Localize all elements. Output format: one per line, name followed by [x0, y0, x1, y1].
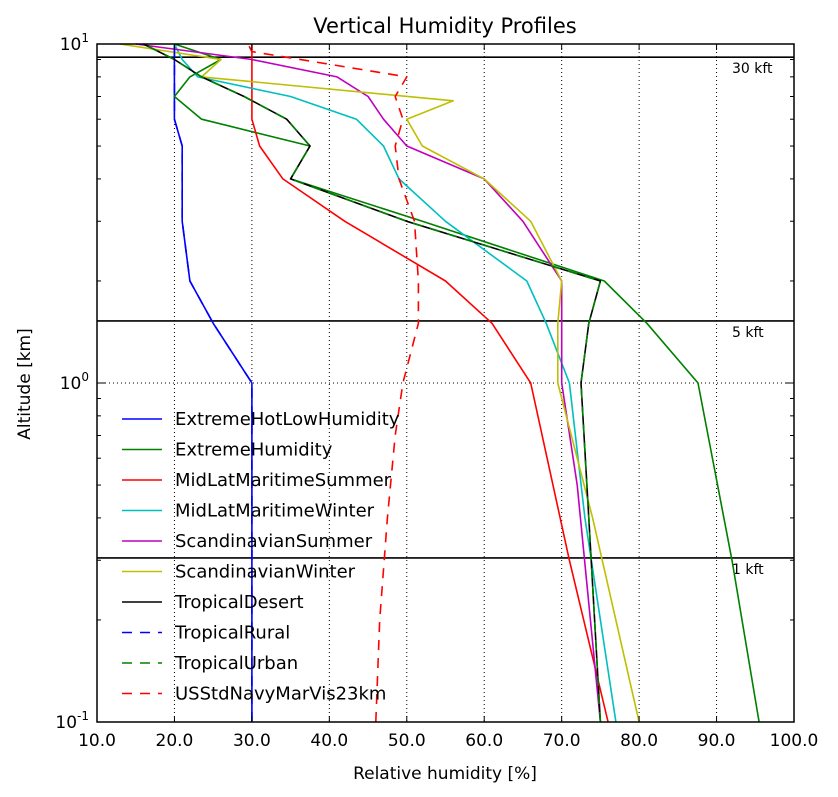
series-line — [251, 44, 609, 723]
legend-label: ScandinavianSummer — [175, 531, 373, 552]
x-axis-label: Relative humidity [%] — [353, 764, 537, 784]
legend-label: ExtremeHumidity — [175, 440, 333, 461]
legend-label: USStdNavyMarVis23km — [175, 684, 386, 705]
axis-ticks: 10.0 20.0 30.0 40.0 50.0 60.0 70.0 80.0 90.0 100.… — [55, 31, 818, 751]
x-tick-label: 90.0 — [698, 731, 736, 751]
series-line — [247, 43, 420, 723]
x-tick-label: 10.0 — [78, 731, 116, 751]
x-tick-label: 50.0 — [388, 731, 426, 751]
legend-label: TropicalUrban — [174, 653, 298, 674]
reference-line-label: 5 kft — [732, 325, 764, 341]
x-tick-label: 100.0 — [770, 731, 819, 751]
reference-line-label: 1 kft — [732, 562, 764, 578]
reference-line-label: 30 kft — [732, 61, 773, 77]
legend: ExtremeHotLowHumidity ExtremeHumidity MidL… — [122, 409, 400, 705]
x-tick-label: 20.0 — [156, 731, 194, 751]
legend-label: MidLatMaritimeSummer — [175, 470, 392, 491]
x-tick-label: 60.0 — [465, 731, 503, 751]
chart-title: Vertical Humidity Profiles — [313, 14, 576, 38]
legend-label: TropicalDesert — [174, 592, 304, 613]
legend-label: ExtremeHotLowHumidity — [175, 409, 400, 430]
legend-label: TropicalRural — [174, 623, 290, 644]
plot-area — [120, 43, 760, 723]
x-tick-label: 80.0 — [620, 731, 658, 751]
x-tick-label: 40.0 — [310, 731, 348, 751]
x-tick-label: 70.0 — [543, 731, 581, 751]
y-tick-label: 101 — [60, 31, 89, 55]
legend-label: ScandinavianWinter — [175, 562, 356, 583]
series-line — [173, 44, 253, 722]
y-axis-label: Altitude [km] — [15, 328, 35, 440]
y-tick-label: 100 — [60, 370, 89, 394]
series-line — [143, 43, 602, 723]
x-tick-label: 30.0 — [233, 731, 271, 751]
y-tick-label: 10-1 — [55, 709, 89, 733]
legend-label: MidLatMaritimeWinter — [175, 501, 375, 522]
